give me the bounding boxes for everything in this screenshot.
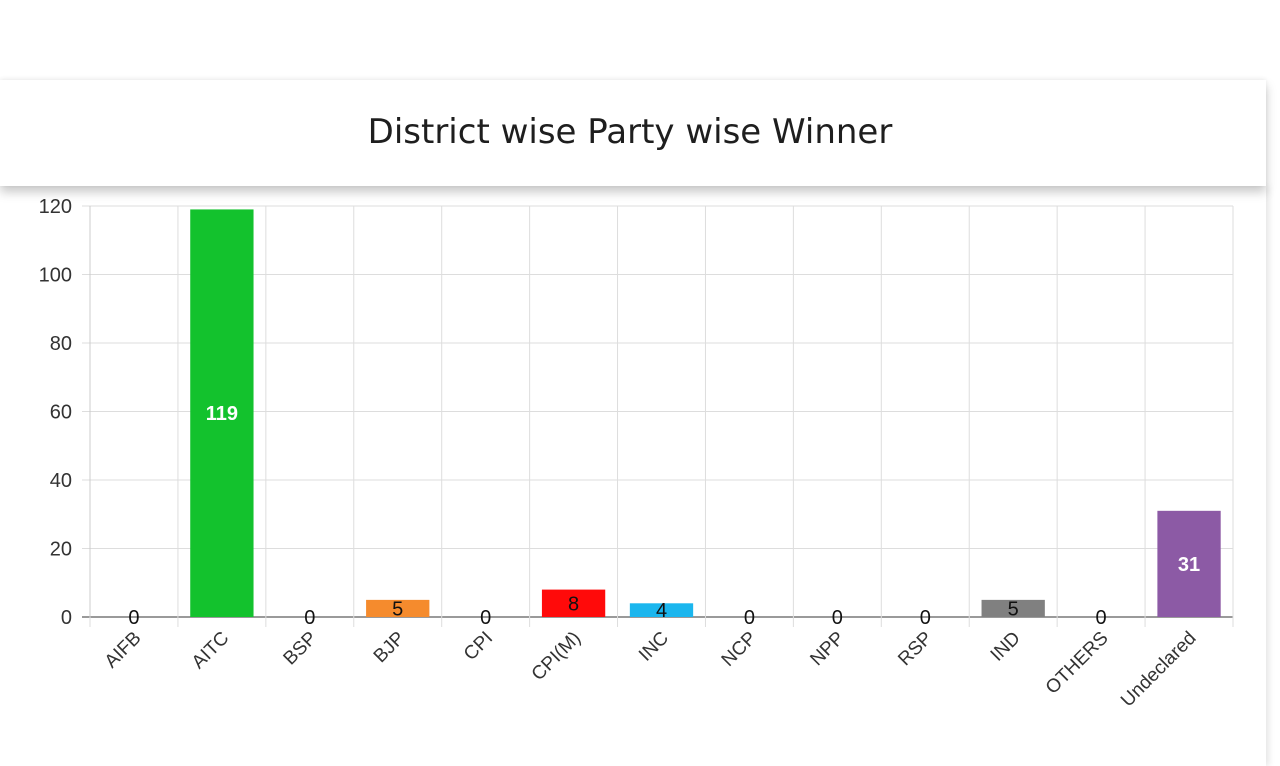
- y-tick-label: 100: [39, 265, 72, 287]
- data-label: 5: [392, 598, 403, 620]
- data-label: 0: [128, 607, 139, 629]
- x-tick-label: OTHERS: [1042, 628, 1113, 699]
- bar-inc: [629, 603, 694, 617]
- data-label: 0: [744, 607, 755, 629]
- data-label: 4: [656, 600, 667, 622]
- data-label: 5: [1008, 598, 1019, 620]
- bars: [190, 209, 1221, 618]
- x-tick-label: NPP: [806, 628, 848, 670]
- x-tick-label: AIFB: [101, 628, 146, 673]
- x-tick-label: Undeclared: [1117, 628, 1201, 712]
- title-card: District wise Party wise Winner: [0, 80, 1266, 186]
- data-label: 119: [206, 403, 238, 425]
- x-tick-label: BSP: [280, 628, 322, 670]
- y-tick-label: 60: [50, 402, 72, 424]
- page-background: [0, 0, 1280, 80]
- data-label: 0: [920, 607, 931, 629]
- x-tick-label: RSP: [894, 628, 936, 670]
- y-tick-label: 40: [50, 470, 72, 492]
- bar-aitc: [190, 209, 254, 618]
- data-label: 0: [832, 607, 843, 629]
- data-label: 0: [480, 607, 491, 629]
- data-label: 0: [304, 607, 315, 629]
- y-tick-label: 80: [50, 333, 72, 355]
- y-tick-label: 120: [39, 196, 72, 218]
- x-tick-label: INC: [635, 628, 673, 666]
- x-tick-label: CPI(M): [528, 628, 585, 685]
- bar-cpi-m-: [541, 589, 606, 617]
- x-tick-label: CPI: [460, 628, 497, 665]
- y-tick-label: 0: [61, 607, 72, 629]
- data-label: 0: [1096, 607, 1107, 629]
- bar-chart: 0204060801001200AIFB119AITC0BSP5BJP0CPI8…: [39, 196, 1234, 712]
- x-tick-label: IND: [987, 628, 1025, 666]
- x-tick-label: AITC: [188, 628, 233, 673]
- data-label: 31: [1178, 554, 1200, 576]
- bar-ind: [981, 599, 1045, 617]
- chart-title: District wise Party wise Winner: [367, 112, 893, 152]
- data-label: 8: [568, 593, 579, 615]
- x-tick-label: NCP: [718, 628, 761, 671]
- bar-bjp: [366, 599, 430, 617]
- bar-undeclared: [1157, 510, 1221, 617]
- grid-lines: [82, 205, 1234, 627]
- x-tick-label: BJP: [370, 628, 409, 667]
- y-tick-label: 20: [50, 539, 72, 561]
